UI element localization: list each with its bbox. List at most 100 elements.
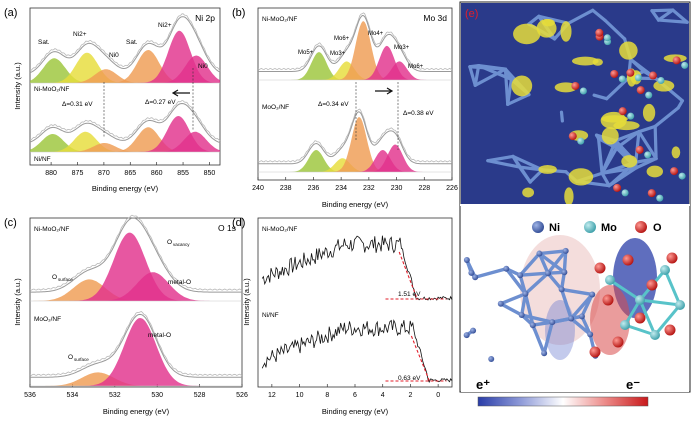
arrow-icon [173, 90, 190, 96]
ni-atom [464, 332, 470, 338]
x-tick-label: 238 [280, 185, 292, 192]
curve-label-c-top: Ni-MoO₂/NF [34, 226, 69, 233]
mo-atom [650, 330, 660, 340]
legend-mo-label: Mo [601, 222, 617, 234]
peak-label-mo3-2: Mo3+ [394, 45, 410, 51]
ni-atom [468, 270, 474, 276]
svg-text:O: O [167, 239, 172, 246]
mo-atom [577, 138, 584, 145]
ni-atom [589, 291, 595, 297]
charge-lobe [513, 24, 540, 45]
svg-text:O: O [52, 274, 57, 281]
panel-label-c: (c) [4, 217, 17, 229]
curve-label-d-bottom: Ni/NF [262, 312, 279, 319]
ni-atom [568, 316, 574, 322]
x-tick-label: 875 [72, 170, 84, 177]
x-tick-label: 240 [252, 185, 264, 192]
mo-atom [622, 189, 629, 196]
x-tick-label: 6 [353, 392, 357, 399]
peak-label-o-surface-1: O surface [52, 274, 73, 282]
mo-atom [605, 275, 615, 285]
y-axis-label-c: Intensity (a.u.) [13, 278, 22, 326]
ni-atom [488, 356, 494, 362]
x-tick-label: 226 [446, 185, 458, 192]
x-tick-label: 870 [98, 170, 110, 177]
ni-atom [559, 286, 565, 292]
ni-atom [498, 301, 504, 307]
curve-label-c-bottom: MoO₂/NF [34, 316, 61, 323]
mo-atom [580, 87, 587, 94]
curve-label-b-bottom: MoO₂/NF [262, 104, 289, 111]
ni-atom [587, 331, 593, 337]
charge-lobe [619, 41, 637, 59]
ni-atom [530, 322, 536, 328]
x-tick-label: 536 [24, 392, 36, 399]
x-tick-label: 534 [67, 392, 79, 399]
svg-text:surface: surface [74, 357, 89, 362]
ni-atom [470, 328, 476, 334]
o-atom [595, 29, 603, 37]
ni-atom [503, 266, 509, 272]
curves-d [262, 236, 452, 382]
mo-atom [660, 265, 670, 275]
arrow-icon [375, 88, 392, 94]
x-tick-label: 0 [436, 392, 440, 399]
curves-b [258, 13, 452, 172]
charge-lobe [602, 127, 619, 144]
peak-label-metal-o-1: metal-O [168, 279, 191, 286]
panel-label-e: (e) [465, 8, 478, 20]
o-atom [667, 253, 678, 264]
o-atom [647, 280, 658, 291]
x-axis-label-d: Binding energy (eV) [322, 407, 389, 416]
panel-label-d: (d) [232, 217, 245, 229]
x-tick-label: 4 [381, 392, 385, 399]
charge-lobe [560, 21, 571, 41]
o-atom [670, 167, 678, 175]
o-atom [648, 189, 656, 197]
charge-lobe [538, 165, 556, 174]
o-atom [569, 132, 577, 140]
mo-atom [619, 75, 626, 82]
o-atom [623, 255, 634, 266]
svg-text:surface: surface [58, 277, 73, 282]
ni-atom [561, 269, 567, 275]
charge-lobe [569, 168, 594, 185]
panel-c: (c) O 1s Intensity (a.u.) Binding energy… [4, 215, 248, 416]
o-atom [626, 69, 634, 77]
panel-d: (d) Intensity (a.u.) Binding energy (eV)… [232, 217, 452, 416]
peak-label-mo3-1: Mo3+ [330, 51, 346, 57]
o-atom [649, 72, 657, 80]
o-atom [595, 263, 606, 274]
curve-label-a-bottom: Ni/NF [34, 156, 51, 163]
o-atom [636, 146, 644, 154]
x-tick-label: 232 [363, 185, 375, 192]
bond [520, 273, 548, 275]
plot-title-a: Ni 2p [195, 13, 215, 23]
peak-label-sat-2: Sat. [126, 39, 138, 46]
peak-label-mo6: Mo6+ [334, 36, 350, 42]
mo-atom [620, 320, 630, 330]
mo-atom [635, 74, 642, 81]
ni-atom [519, 312, 525, 318]
x-tick-label: 8 [325, 392, 329, 399]
curve-label-b-top: Ni-MoO₂/NF [262, 16, 297, 23]
charge-lobe [672, 146, 681, 158]
x-axis-label-a: Binding energy (eV) [92, 184, 159, 193]
shift-annotation-b-2: Δ=0.38 eV [403, 110, 434, 117]
mo-atom [657, 77, 664, 84]
vb-spectrum [262, 236, 452, 300]
ni-atom [579, 313, 585, 319]
ni-atom [549, 319, 555, 325]
bond [564, 251, 565, 272]
x-tick-label: 850 [204, 170, 216, 177]
panel-e: (e) Ni Mo O e⁺ e⁻ [460, 2, 690, 406]
vb-spectrum [262, 320, 452, 382]
x-tick-label: 234 [335, 185, 347, 192]
peak-label-ni0-1: Ni0 [109, 52, 119, 59]
x-tick-label: 855 [177, 170, 189, 177]
